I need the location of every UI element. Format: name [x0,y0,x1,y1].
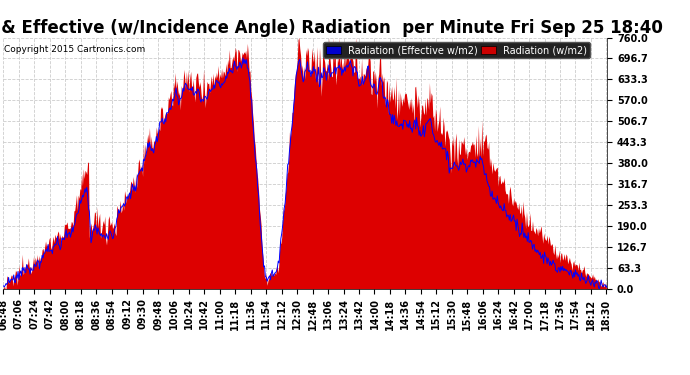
Legend: Radiation (Effective w/m2), Radiation (w/m2): Radiation (Effective w/m2), Radiation (w… [323,42,590,58]
Title: Solar & Effective (w/Incidence Angle) Radiation  per Minute Fri Sep 25 18:40: Solar & Effective (w/Incidence Angle) Ra… [0,20,663,38]
Text: Copyright 2015 Cartronics.com: Copyright 2015 Cartronics.com [4,45,146,54]
